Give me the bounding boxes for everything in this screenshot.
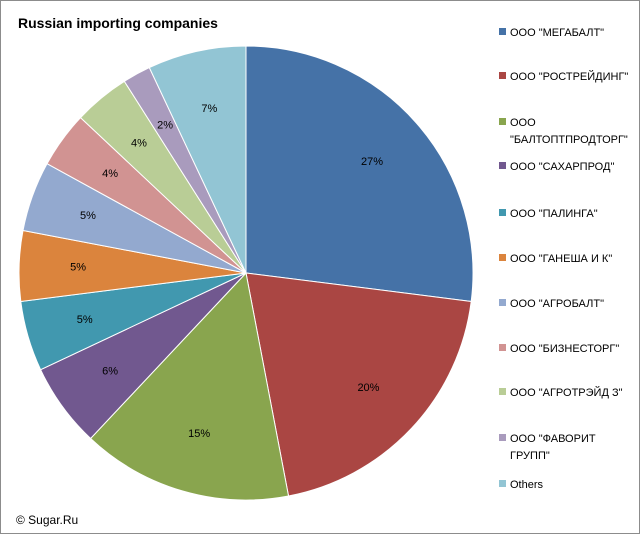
data-label-10: 7% [201, 103, 217, 115]
legend-label: ООО "БАЛТОПТПРОДТОРГ" [510, 117, 628, 146]
legend-swatch [499, 344, 506, 351]
legend-swatch [499, 434, 506, 441]
data-label-7: 4% [102, 168, 118, 180]
legend-label: Others [510, 479, 544, 491]
legend-swatch [499, 162, 506, 169]
data-label-9: 2% [157, 120, 173, 132]
legend-swatch [499, 209, 506, 216]
legend-swatch [499, 480, 506, 487]
legend-swatch [499, 254, 506, 261]
data-label-1: 20% [357, 382, 379, 394]
pie-chart: 27% 20% 15% 6% 5% 5% 5% 4% 4% 2% 7% [18, 45, 474, 501]
legend-label: ООО "САХАРПРОД" [510, 161, 615, 173]
legend-swatch [499, 72, 506, 79]
chart-title: Russian importing companies [18, 15, 218, 31]
legend-label: ООО "БИЗНЕСТОРГ" [510, 343, 620, 355]
data-label-5: 5% [70, 262, 86, 274]
data-label-8: 4% [131, 137, 147, 149]
pie-slice-2 [89, 271, 290, 501]
legend-label: ООО "РОСТРЕЙДИНГ" [510, 71, 629, 83]
pie-slice-1 [245, 272, 472, 497]
pie-slice-0 [245, 45, 474, 303]
data-label-2: 15% [188, 428, 210, 440]
data-label-4: 5% [77, 314, 93, 326]
legend-label: ООО "МЕГАБАЛТ" [510, 27, 605, 39]
chart-legend: ООО "МЕГАБАЛТ" ООО "РОСТРЕЙДИНГ" ООО "БАЛТ… [499, 1, 639, 533]
legend-label: ООО "ПАЛИНГА" [510, 208, 598, 220]
legend-label: ООО "АГРОТРЭЙД З" [510, 387, 623, 399]
legend-label: ООО "АГРОБАЛТ" [510, 298, 604, 310]
legend-swatch [499, 299, 506, 306]
legend-label: ООО "ГАНЕША И К" [510, 253, 613, 265]
copyright-footer: © Sugar.Ru [16, 513, 79, 527]
legend-label: ООО "ФАВОРИТ ГРУПП" [510, 433, 596, 462]
data-label-0: 27% [361, 156, 383, 168]
pie-slice-10 [148, 45, 247, 274]
legend-swatch [499, 28, 506, 35]
data-label-6: 5% [80, 210, 96, 222]
legend-swatch [499, 388, 506, 395]
data-label-3: 6% [102, 366, 118, 378]
legend-swatch [499, 118, 506, 125]
